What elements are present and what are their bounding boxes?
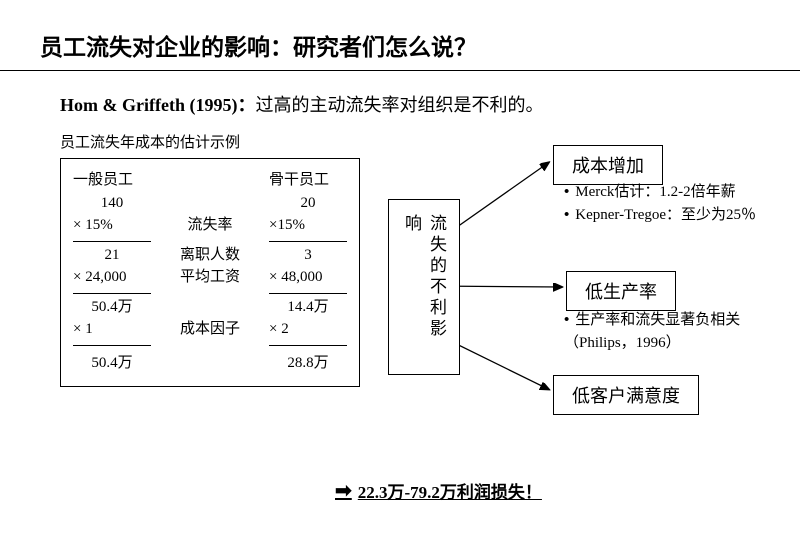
total-right: 28.8万 xyxy=(269,352,347,375)
diagram-box-satisfaction: 低客户满意度 xyxy=(553,375,699,415)
leave-right: 3 xyxy=(269,244,347,267)
profit-loss-callout: ➡ 22.3万-79.2万利润损失！ xyxy=(335,478,542,503)
content-area: 员工流失年成本的估计示例 一般员工 骨干员工 140 20 × 15% 流失率 … xyxy=(60,131,760,387)
bullet-item: 生产率和流失显著负相关（Philips，1996） xyxy=(564,309,794,354)
count-left: 140 xyxy=(73,192,151,215)
title-divider xyxy=(0,70,800,71)
leave-label: 离职人数 xyxy=(151,244,269,267)
salary-label: 平均工资 xyxy=(151,266,269,289)
diagram-area: 流失的不利影响 成本增加 Merck估计：1.2-2倍年薪 Kepner-Tre… xyxy=(388,131,760,387)
rate-right: ×15% xyxy=(269,214,347,237)
callout-text: 22.3万-79.2万利润损失！ xyxy=(358,478,542,503)
salary-right: × 48,000 xyxy=(269,266,347,289)
slide-container: 员工流失对企业的影响：研究者们怎么说？ Hom & Griffeth (1995… xyxy=(0,0,800,407)
header-right: 骨干员工 xyxy=(269,169,347,192)
count-right: 20 xyxy=(269,192,347,215)
subtitle-desc: 过高的主动流失率对组织是不利的。 xyxy=(255,95,543,115)
bullets-cost: Merck估计：1.2-2倍年薪 Kepner-Tregoe：至少为25％ xyxy=(564,181,794,226)
rate-label: 流失率 xyxy=(151,214,269,237)
bullet-item: Kepner-Tregoe：至少为25％ xyxy=(564,204,794,227)
factor-label: 成本因子 xyxy=(151,318,269,341)
leave-left: 21 xyxy=(73,244,151,267)
diagram-box-productivity: 低生产率 xyxy=(566,271,676,311)
bullets-productivity: 生产率和流失显著负相关（Philips，1996） xyxy=(564,309,794,354)
header-left: 一般员工 xyxy=(73,169,151,192)
subtitle-author: Hom & Griffeth (1995)： xyxy=(60,95,255,115)
slide-title: 员工流失对企业的影响：研究者们怎么说？ xyxy=(40,28,760,62)
arrow-icon: ➡ xyxy=(335,478,352,503)
total-left: 50.4万 xyxy=(73,352,151,375)
cost-table: 一般员工 骨干员工 140 20 × 15% 流失率 ×15% 21 xyxy=(60,158,360,387)
subtitle: Hom & Griffeth (1995)：过高的主动流失率对组织是不利的。 xyxy=(60,91,760,117)
diagram-source-box: 流失的不利影响 xyxy=(388,199,460,375)
factor-right: × 2 xyxy=(269,318,347,341)
bullet-item: Merck估计：1.2-2倍年薪 xyxy=(564,181,794,204)
sub1-left: 50.4万 xyxy=(73,296,151,319)
sub1-right: 14.4万 xyxy=(269,296,347,319)
cost-table-caption: 员工流失年成本的估计示例 xyxy=(60,131,360,152)
diagram-box-cost: 成本增加 xyxy=(553,145,663,185)
salary-left: × 24,000 xyxy=(73,266,151,289)
factor-left: × 1 xyxy=(73,318,151,341)
rate-left: × 15% xyxy=(73,214,151,237)
cost-table-column: 员工流失年成本的估计示例 一般员工 骨干员工 140 20 × 15% 流失率 … xyxy=(60,131,360,387)
